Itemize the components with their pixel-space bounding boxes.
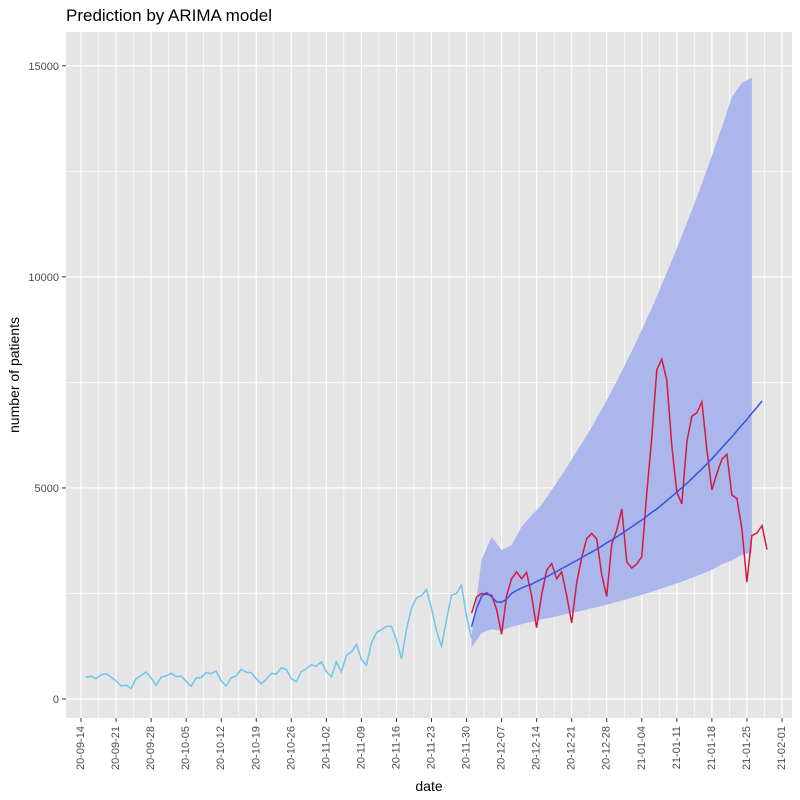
- x-tick-label: 20-12-14: [531, 726, 543, 770]
- chart-title: Prediction by ARIMA model: [66, 6, 272, 25]
- x-tick-label: 21-01-25: [741, 726, 753, 770]
- prediction-interval: [471, 77, 752, 648]
- x-tick-label: 20-11-30: [461, 726, 473, 769]
- training-series-line: [85, 582, 473, 690]
- actual-series-line: [470, 356, 768, 635]
- x-tick-label: 20-09-14: [75, 726, 87, 770]
- x-tick-label: 20-09-21: [110, 726, 122, 770]
- y-tick-label: 0: [53, 694, 59, 706]
- x-tick-label: 20-11-02: [320, 726, 332, 769]
- y-tick-label: 15000: [28, 61, 59, 73]
- y-tick-label: 5000: [35, 483, 59, 495]
- x-tick-label: 20-12-07: [496, 726, 508, 770]
- x-tick-label: 20-11-23: [426, 726, 438, 769]
- x-axis-title: date: [415, 778, 442, 794]
- y-axis-title: number of patients: [6, 317, 22, 433]
- x-tick-label: 21-02-01: [776, 726, 788, 770]
- x-axis: 20-09-14 20-09-21 20-09-28 20-10-05 20-10-12…: [75, 718, 788, 770]
- x-tick-label: 21-01-18: [706, 726, 718, 770]
- x-tick-label: 20-12-21: [566, 726, 578, 770]
- x-tick-label: 20-10-26: [285, 726, 297, 770]
- x-tick-label: 20-10-12: [215, 726, 227, 770]
- x-tick-label: 20-10-19: [250, 726, 262, 770]
- y-axis: 0 5000 10000 15000: [28, 61, 66, 706]
- x-tick-label: 21-01-11: [671, 726, 683, 769]
- y-tick-label: 10000: [28, 272, 59, 284]
- x-tick-label: 20-11-16: [390, 726, 402, 769]
- x-tick-label: 20-12-28: [601, 726, 613, 770]
- x-tick-label: 20-10-05: [180, 726, 192, 770]
- x-tick-label: 20-09-28: [145, 726, 157, 770]
- x-tick-label: 20-11-09: [355, 726, 367, 769]
- x-tick-label: 21-01-04: [636, 726, 648, 770]
- forecast-series-line: [470, 400, 763, 627]
